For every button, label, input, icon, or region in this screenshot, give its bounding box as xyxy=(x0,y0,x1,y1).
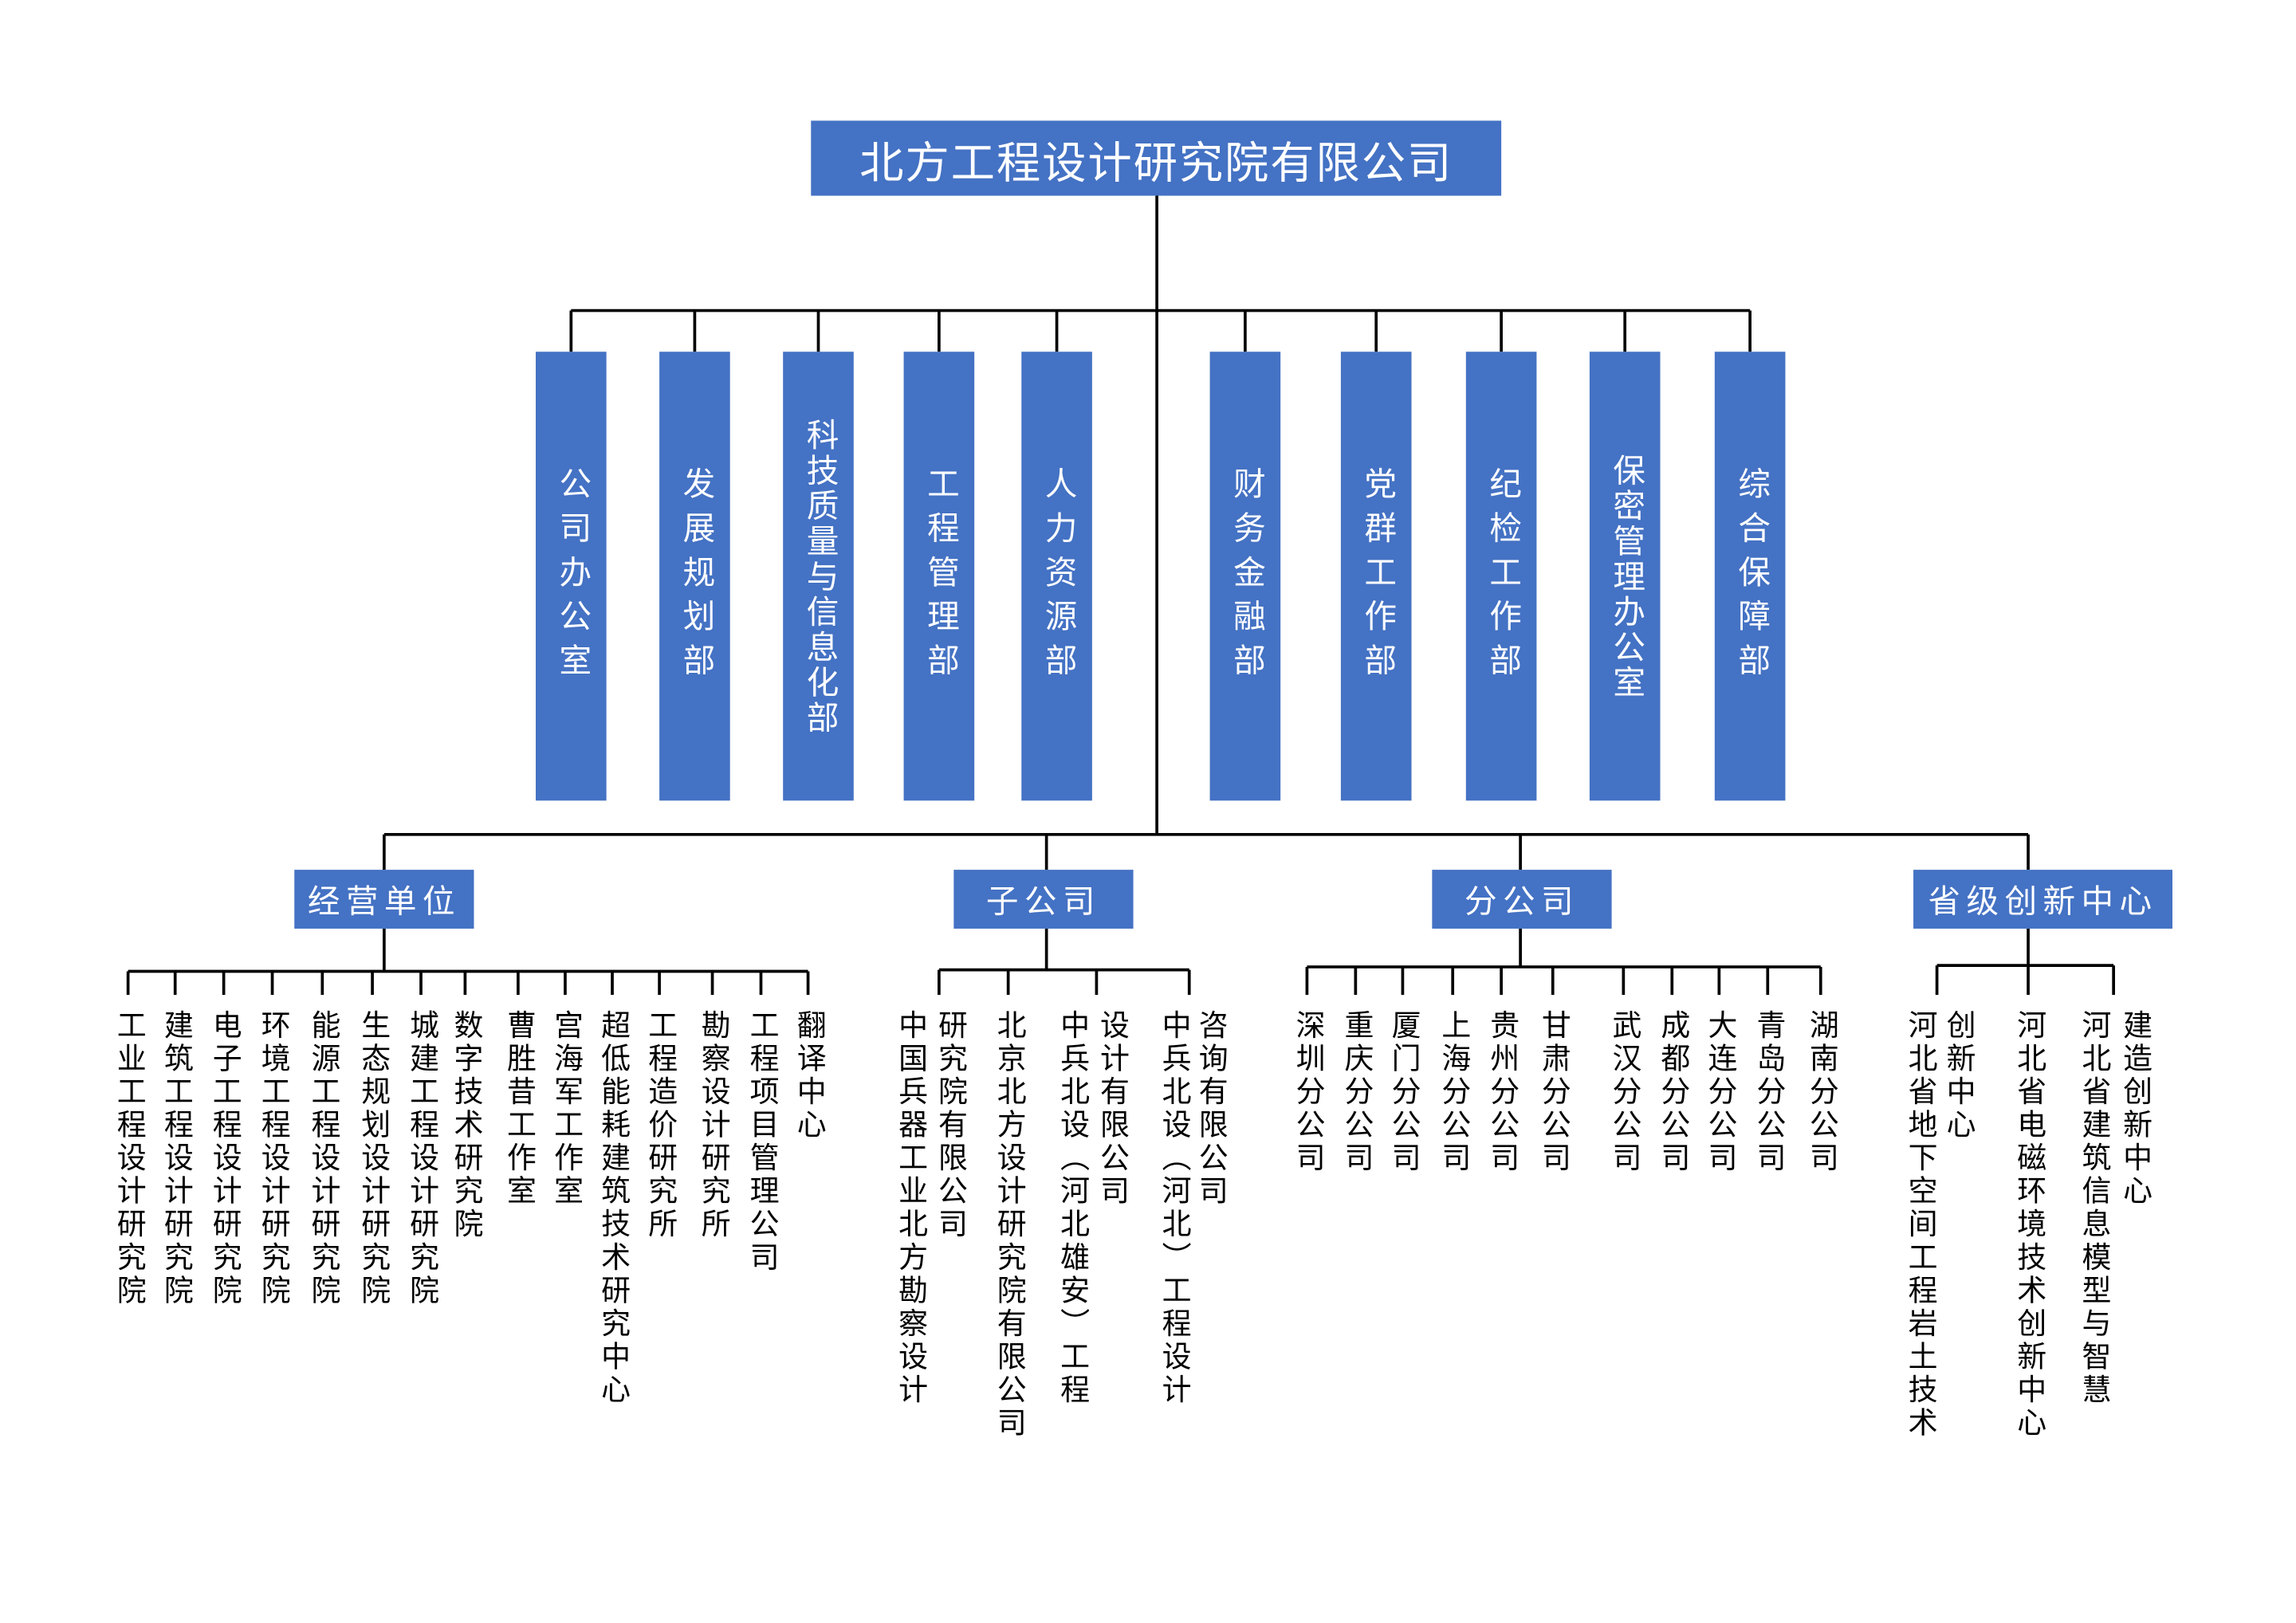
department-box: 科技质量与信息化部 xyxy=(783,352,854,801)
department-label: 财务金融部 xyxy=(1227,466,1264,687)
group-box: 分公司 xyxy=(1432,870,1612,929)
department-label: 保密管理办公室 xyxy=(1607,452,1645,700)
group-box: 子公司 xyxy=(953,870,1134,929)
unit-label: 环境工程设计研究院 xyxy=(256,1009,292,1308)
department-box: 党群工作部 xyxy=(1340,352,1412,801)
department-box: 综合保障部 xyxy=(1714,352,1786,801)
unit-label: 宫海军工作室 xyxy=(548,1009,584,1208)
unit-label: 重庆分公司 xyxy=(1339,1009,1375,1176)
unit-label: 咨询有限公司 xyxy=(1193,1009,1229,1208)
department-box: 保密管理办公室 xyxy=(1589,352,1661,801)
group-label: 经营单位 xyxy=(307,884,461,922)
root-title: 北方工程设计研究院有限公司 xyxy=(859,137,1453,190)
unit-label: 研究院有限公司 xyxy=(933,1009,969,1242)
unit-label: 翻译中心 xyxy=(792,1009,828,1142)
department-label: 工程管理部 xyxy=(921,466,958,687)
department-label: 发展规划部 xyxy=(677,466,714,687)
unit-label: 建造创新中心 xyxy=(2117,1009,2153,1208)
unit-label: 成都分公司 xyxy=(1655,1009,1692,1176)
department-box: 工程管理部 xyxy=(903,352,975,801)
unit-label: 创新中心 xyxy=(1941,1009,1977,1142)
unit-label: 武汉分公司 xyxy=(1607,1009,1643,1176)
unit-label: 建筑工程设计研究院 xyxy=(159,1009,195,1308)
unit-label: 超低能耗建筑技术研究中心 xyxy=(596,1009,632,1407)
unit-label: 河北省建筑信息模型与智慧 xyxy=(2076,1009,2113,1407)
department-label: 人力资源部 xyxy=(1039,466,1076,687)
department-box: 人力资源部 xyxy=(1021,352,1092,801)
group-label: 分公司 xyxy=(1464,884,1579,922)
unit-label: 中兵北设（河北雄安）工程 xyxy=(1055,1009,1091,1407)
unit-label: 设计有限公司 xyxy=(1095,1009,1130,1208)
unit-label: 曹胜昔工作室 xyxy=(501,1009,537,1208)
unit-label: 厦门分公司 xyxy=(1386,1009,1422,1176)
department-box: 发展规划部 xyxy=(659,352,730,801)
unit-label: 河北省地下空间工程岩土技术 xyxy=(1903,1009,1939,1440)
department-label: 党群工作部 xyxy=(1358,466,1396,687)
department-box: 财务金融部 xyxy=(1209,352,1281,801)
department-box: 纪检工作部 xyxy=(1465,352,1537,801)
unit-label: 数字技术研究院 xyxy=(449,1009,485,1242)
unit-label: 工程造价研究所 xyxy=(643,1009,679,1242)
unit-label: 勘察设计研究所 xyxy=(696,1009,732,1242)
department-box: 公司办公室 xyxy=(536,352,607,801)
unit-label: 工业工程设计研究院 xyxy=(112,1009,147,1308)
group-box: 经营单位 xyxy=(294,870,474,929)
unit-label: 深圳分公司 xyxy=(1291,1009,1327,1176)
unit-label: 上海分公司 xyxy=(1436,1009,1472,1176)
group-label: 子公司 xyxy=(985,884,1101,922)
unit-label: 电子工程设计研究院 xyxy=(207,1009,243,1308)
unit-label: 河北省电磁环境技术创新中心 xyxy=(2011,1009,2048,1440)
unit-label: 城建工程设计研究院 xyxy=(404,1009,441,1308)
unit-label: 贵州分公司 xyxy=(1484,1009,1521,1176)
group-box: 省级创新中心 xyxy=(1913,870,2172,929)
root-title-box: 北方工程设计研究院有限公司 xyxy=(811,120,1502,196)
department-label: 科技质量与信息化部 xyxy=(800,417,838,736)
unit-label: 北京北方设计研究院有限公司 xyxy=(992,1009,1028,1440)
department-label: 纪检工作部 xyxy=(1483,466,1521,687)
unit-label: 大连分公司 xyxy=(1703,1009,1739,1176)
unit-label: 甘肃分公司 xyxy=(1536,1009,1572,1176)
group-label: 省级创新中心 xyxy=(1928,884,2158,922)
unit-label: 青岛分公司 xyxy=(1751,1009,1787,1176)
unit-label: 中兵北设（河北）工程设计 xyxy=(1157,1009,1193,1407)
unit-label: 能源工程设计研究院 xyxy=(306,1009,342,1308)
department-label: 公司办公室 xyxy=(553,466,591,687)
unit-label: 中国兵器工业北方勘察设计 xyxy=(893,1009,929,1407)
department-label: 综合保障部 xyxy=(1732,466,1770,687)
unit-label: 工程项目管理公司 xyxy=(745,1009,780,1275)
unit-label: 生态规划设计研究院 xyxy=(356,1009,392,1308)
unit-label: 湖南分公司 xyxy=(1804,1009,1840,1176)
